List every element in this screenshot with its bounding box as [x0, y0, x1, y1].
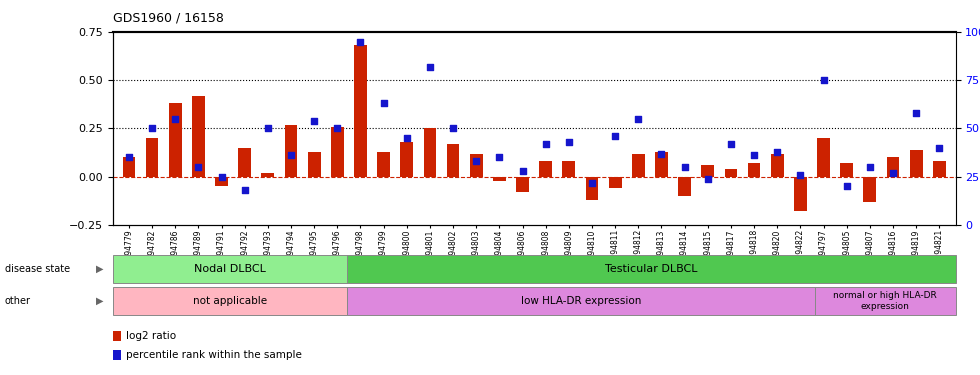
Text: normal or high HLA-DR
expression: normal or high HLA-DR expression [833, 291, 937, 310]
Text: ▶: ▶ [96, 296, 104, 306]
Bar [469, 153, 482, 177]
Point [329, 125, 345, 132]
Point [584, 180, 600, 186]
Bar [347, 255, 956, 283]
Bar [354, 45, 367, 177]
Bar [817, 138, 830, 177]
Bar [516, 177, 529, 192]
Point [214, 174, 229, 180]
Bar [447, 144, 460, 177]
Bar [771, 153, 784, 177]
Bar [563, 161, 575, 177]
Text: log2 ratio: log2 ratio [126, 331, 176, 341]
Text: low HLA-DR expression: low HLA-DR expression [520, 296, 641, 306]
Bar [238, 148, 251, 177]
Point [561, 139, 576, 145]
Point [492, 154, 508, 160]
Text: not applicable: not applicable [193, 296, 267, 306]
Bar [262, 173, 274, 177]
Text: GDS1960 / 16158: GDS1960 / 16158 [113, 11, 223, 24]
Point [654, 150, 669, 156]
Point [839, 183, 855, 189]
Bar [678, 177, 691, 196]
Bar [169, 104, 181, 177]
Point [677, 164, 693, 170]
Point [144, 125, 160, 132]
Bar [423, 128, 436, 177]
Point [514, 168, 530, 174]
Bar [863, 177, 876, 202]
Point [630, 116, 646, 122]
Bar [586, 177, 599, 200]
Point [375, 100, 391, 106]
Point [168, 116, 183, 122]
Text: percentile rank within the sample: percentile rank within the sample [126, 350, 302, 360]
Text: Testicular DLBCL: Testicular DLBCL [605, 264, 698, 274]
Bar [113, 350, 122, 360]
Point [445, 125, 461, 132]
Bar [122, 158, 135, 177]
Point [608, 133, 623, 139]
Point [793, 172, 808, 178]
Bar [146, 138, 159, 177]
Text: disease state: disease state [5, 264, 70, 274]
Point [422, 64, 438, 70]
Point [885, 170, 901, 176]
Bar [113, 287, 347, 315]
Bar [331, 126, 344, 177]
Bar [887, 158, 900, 177]
Point [237, 187, 253, 193]
Bar [655, 152, 667, 177]
Point [862, 164, 878, 170]
Bar [933, 161, 946, 177]
Text: other: other [5, 296, 31, 306]
Point [538, 141, 554, 147]
Text: Nodal DLBCL: Nodal DLBCL [194, 264, 266, 274]
Bar [909, 150, 922, 177]
Bar [377, 152, 390, 177]
Bar [192, 96, 205, 177]
Point [190, 164, 206, 170]
Point [815, 77, 831, 83]
Point [931, 145, 947, 151]
Point [700, 176, 715, 181]
Bar [113, 255, 347, 283]
Bar [794, 177, 807, 212]
Point [746, 153, 761, 159]
Bar [113, 331, 122, 341]
Bar [748, 163, 760, 177]
Point [122, 154, 137, 160]
Bar [724, 169, 737, 177]
Bar [308, 152, 320, 177]
Bar [702, 165, 714, 177]
Point [283, 153, 299, 159]
Bar [347, 287, 815, 315]
Point [769, 148, 785, 154]
Point [260, 125, 275, 132]
Bar [539, 161, 552, 177]
Point [468, 158, 484, 164]
Point [307, 118, 322, 124]
Bar [216, 177, 228, 186]
Bar [401, 142, 414, 177]
Bar [632, 153, 645, 177]
Bar [609, 177, 621, 188]
Point [399, 135, 415, 141]
Bar [840, 163, 853, 177]
Bar [493, 177, 506, 181]
Point [908, 110, 924, 116]
Point [723, 141, 739, 147]
Point [353, 39, 368, 45]
Text: ▶: ▶ [96, 264, 104, 274]
Bar [815, 287, 956, 315]
Bar [284, 124, 297, 177]
